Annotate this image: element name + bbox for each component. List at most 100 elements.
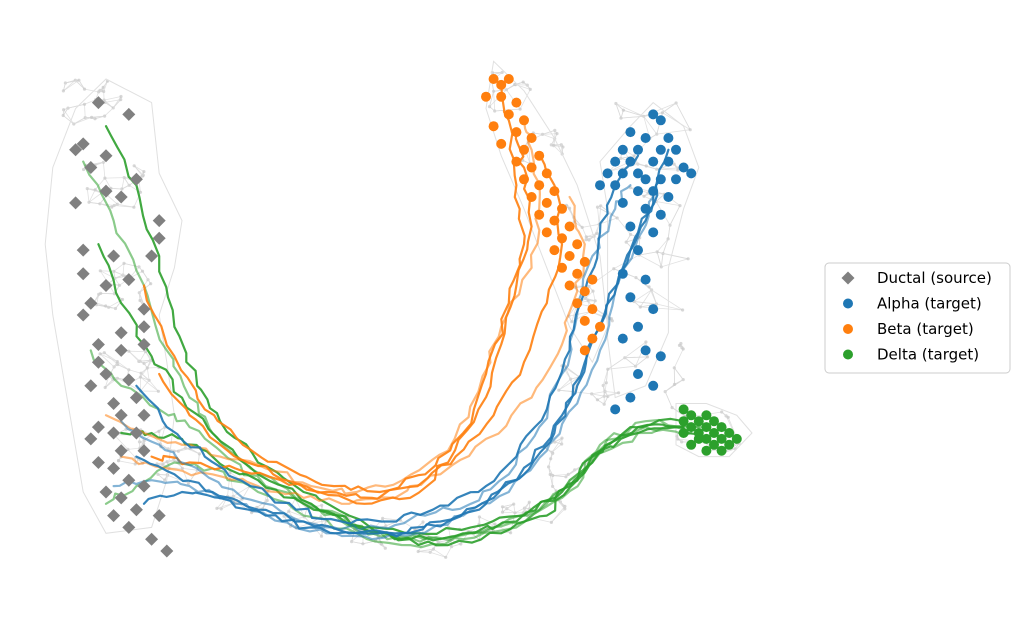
beta-point [587,304,598,315]
beta-point [557,262,567,273]
graph-node [645,355,650,359]
graph-edge [607,365,636,370]
graph-edge [123,263,140,268]
alpha-point [655,144,666,155]
graph-node [591,289,595,293]
beta-point [526,192,537,202]
graph-edge [522,502,530,514]
graph-node [138,190,143,194]
graph-edge [118,460,136,465]
alpha-point [640,133,651,143]
graph-edge [430,551,446,558]
graph-edge [106,194,118,205]
alpha-point [610,156,621,167]
ductal-point [76,308,90,322]
graph-edge [568,311,591,317]
delta-point [709,416,719,427]
graph-node [580,225,584,229]
beta-point [496,138,507,149]
graph-edge [616,217,631,235]
delta-point [731,433,742,444]
alpha-point [655,209,666,220]
ductal-point [152,231,166,245]
graph-edge [638,254,662,268]
graph-node [678,204,682,208]
ductal-point [137,320,151,334]
beta-point [557,233,567,244]
alpha-point [633,321,643,332]
graph-edge [660,253,664,267]
graph-edge [84,88,99,93]
graph-edge [115,299,123,309]
graph-edge [288,510,305,518]
graph-edge [675,102,691,130]
graph-edge [351,541,363,545]
graph-edge [104,177,125,179]
graph-node [609,317,614,321]
graph-edge [479,516,496,525]
graph-edge [585,290,594,299]
graph-edge [605,391,619,394]
legend-item-beta: Beta (target) [843,320,974,338]
ductal-point [107,249,121,263]
alpha-point [617,333,628,344]
alpha-point [610,404,621,415]
graph-node [606,367,610,371]
graph-node [555,132,559,136]
graph-edge [552,474,569,476]
alpha-point [640,174,651,185]
delta-point [701,433,712,444]
graph-edge [624,341,647,359]
ductal-point [129,426,143,440]
graph-node [492,89,496,93]
graph-node [549,520,554,525]
graph-edge [648,286,657,305]
graph-node [444,555,448,559]
ductal-point [122,107,136,121]
graph-node [98,352,102,356]
graph-edge [93,293,102,303]
graph-edge [615,103,622,119]
graph-node [138,298,142,303]
graph-edge [635,356,648,367]
alpha-point [633,186,643,197]
graph-edge [133,165,145,172]
alpha-point [648,380,659,391]
alpha-point [686,168,697,179]
graph-node [518,107,522,111]
graph-node [638,305,642,309]
alpha-point [625,292,636,303]
alpha-point [678,162,689,173]
beta-point [526,133,537,143]
ductal-point [152,509,166,523]
graph-edge [103,80,108,92]
beta-point [503,109,514,120]
graph-node [672,382,677,386]
graph-edge [646,165,657,170]
graph-edge [558,376,580,391]
delta-point [693,433,704,444]
ductal-point [91,420,105,434]
graph-edge [157,474,168,476]
ductal-point [137,338,151,351]
beta-point [541,227,552,238]
ductal-point [114,444,128,458]
graph-node [548,472,552,477]
graph-edge [600,205,618,219]
graph-edge [121,177,125,190]
graph-edge [113,434,129,450]
beta-point [511,127,522,138]
graph-node [163,478,167,482]
graph-edge [661,258,689,268]
ductal-point [129,391,143,405]
delta-point [686,422,697,433]
legend-item-alpha: Alpha (target) [843,295,982,313]
alpha-point [625,221,636,232]
delta-point [686,439,697,450]
legend-marker-circle [843,324,853,334]
ductal-point [76,267,90,281]
delta-point [716,422,727,433]
legend-box [824,262,1011,374]
beta-point [572,268,583,279]
ductal-point [99,149,113,163]
